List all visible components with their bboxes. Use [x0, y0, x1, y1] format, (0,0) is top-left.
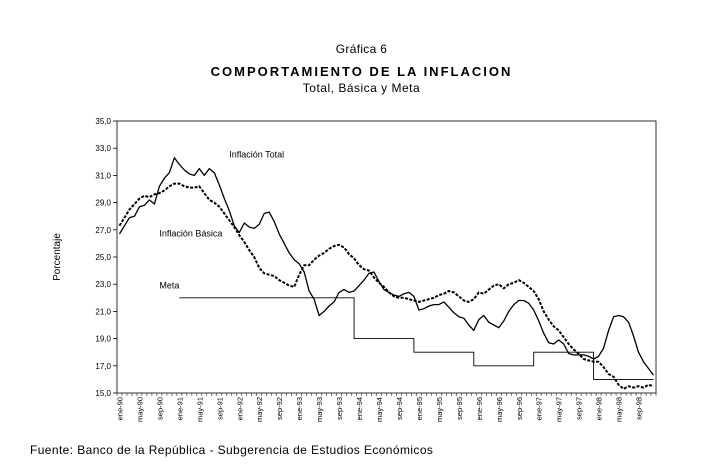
x-tick-label: sep-92	[275, 397, 284, 420]
y-tick-label: 19,0	[95, 335, 111, 344]
annotation-inflacion-total: Inflación Total	[229, 150, 284, 160]
y-tick-label: 29,0	[95, 199, 111, 208]
y-axis-title: Porcentaje	[52, 233, 63, 281]
x-tick-label: ene-96	[475, 397, 484, 420]
x-tick-label: may-94	[375, 397, 384, 422]
x-tick-label: may-97	[555, 397, 564, 422]
x-tick-label: sep-97	[575, 397, 584, 420]
inflation-chart: 15,0 17,0 19,0 21,0 23,0 25,0 27,0 29,0 31,0 33,0…	[52, 117, 657, 422]
series-line-inflacion-basica	[118, 182, 654, 390]
x-tick-label: sep-94	[395, 397, 404, 420]
x-tick-label: may-98	[615, 397, 624, 422]
x-tick-label: ene-97	[535, 397, 544, 420]
x-tick-label: may-90	[135, 397, 144, 422]
x-tick-label: ene-95	[415, 397, 424, 420]
x-tick-label: may-92	[255, 397, 264, 422]
x-tick-label: sep-91	[215, 397, 224, 420]
y-tick-label: 23,0	[95, 280, 111, 289]
figure-label: Gráfica 6	[335, 42, 388, 56]
annotation-inflacion-basica: Inflación Básica	[159, 229, 222, 239]
series-line-meta	[179, 297, 654, 380]
y-tick-label: 31,0	[95, 171, 111, 180]
x-tick-label: sep-90	[155, 397, 164, 420]
x-tick-label: ene-94	[355, 397, 364, 420]
y-tick-label: 25,0	[95, 253, 111, 262]
x-tick-label: ene-98	[595, 397, 604, 420]
x-tick-label: ene-91	[175, 397, 184, 420]
annotation-meta: Meta	[159, 280, 179, 290]
x-tick-label: may-95	[435, 397, 444, 422]
x-tick-label: ene-90	[115, 397, 124, 420]
y-tick-label: 33,0	[95, 144, 111, 153]
y-tick-label: 15,0	[95, 389, 111, 398]
series-line-inflacion-total	[118, 157, 655, 376]
y-tick-label: 21,0	[95, 307, 111, 316]
x-tick-label: ene-92	[235, 397, 244, 420]
x-tick-label: may-93	[315, 397, 324, 422]
y-tick-label: 35,0	[95, 117, 111, 126]
x-tick-label: sep-96	[515, 397, 524, 420]
x-tick-label: may-91	[195, 397, 204, 422]
source-note: Fuente: Banco de la República - Subgeren…	[30, 443, 434, 457]
x-tick-label: may-96	[495, 397, 504, 422]
x-tick-label: ene-93	[295, 397, 304, 420]
y-tick-label: 27,0	[95, 226, 111, 235]
y-tick-label: 17,0	[95, 362, 111, 371]
x-tick-label: sep-95	[455, 397, 464, 420]
chart-title: COMPORTAMIENTO DE LA INFLACION	[210, 64, 513, 79]
x-tick-label: sep-98	[635, 397, 644, 420]
chart-subtitle: Total, Básica y Meta	[302, 81, 421, 95]
x-tick-label: sep-93	[335, 397, 344, 420]
